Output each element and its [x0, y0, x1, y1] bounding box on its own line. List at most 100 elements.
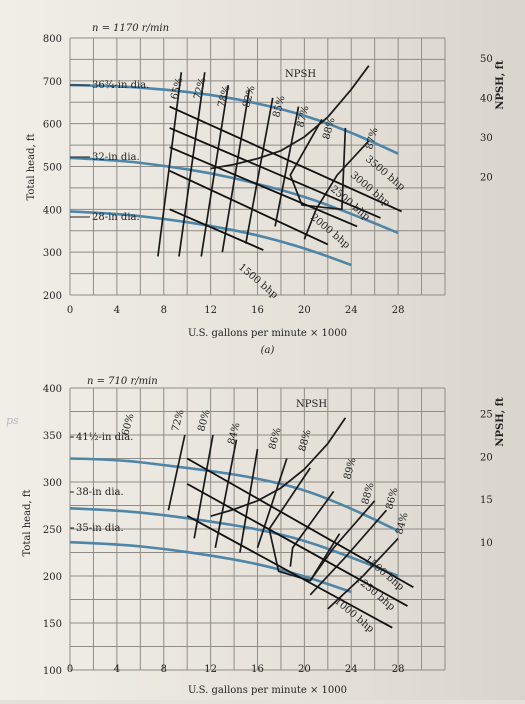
x-tick-label: 24 [345, 305, 358, 316]
efficiency-label: 89% [342, 456, 358, 480]
efficiency-curve [244, 97, 274, 244]
efficiency-label: 84% [394, 511, 410, 535]
efficiency-curve [167, 434, 186, 511]
x-tick-label: 12 [204, 305, 217, 316]
y2-tick-label: 40 [480, 93, 493, 104]
bhp-line [186, 483, 408, 607]
y2-tick-label: 50 [480, 54, 493, 65]
efficiency-curve [289, 118, 347, 211]
y2-tick-label: 15 [480, 495, 493, 506]
grid [69, 37, 446, 296]
impeller-curve [69, 83, 399, 155]
y-tick-label: 500 [43, 163, 62, 174]
bhp-line [169, 208, 264, 251]
efficiency-label: 87% [364, 126, 380, 150]
bhp-line [169, 169, 329, 246]
y-tick-label: 100 [43, 666, 62, 677]
impeller-curve [69, 507, 399, 578]
efficiency-curve [178, 72, 206, 257]
y-tick-label: 600 [43, 120, 62, 131]
y2-tick-label: 20 [480, 172, 493, 183]
y-tick-label: 400 [43, 384, 62, 395]
efficiency-label: 72% [192, 76, 208, 100]
y-tick-label: 400 [43, 205, 62, 216]
efficiency-label: 85% [271, 94, 287, 118]
efficiency-curve [303, 140, 370, 240]
x-tick-label: 0 [67, 664, 73, 675]
efficiency-curve [157, 72, 183, 257]
x-axis-title: U.S. gallons per minute × 1000 [188, 685, 347, 696]
speed-label: n = 710 r/min [87, 376, 158, 387]
efficiency-label: 60% [120, 412, 136, 436]
impeller-label: 28-in dia. [92, 212, 140, 223]
efficiency-curve [200, 84, 230, 257]
npsh-label: NPSH [285, 69, 316, 80]
y2-axis-title: NPSH, ft [495, 60, 506, 110]
margin-handwriting: ps [6, 414, 19, 427]
impeller-label: 35-in dia. [76, 523, 124, 534]
efficiency-curve [268, 467, 341, 582]
speed-label: n = 1170 r/min [92, 23, 169, 34]
y-tick-label: 800 [43, 34, 62, 45]
x-tick-label: 0 [67, 305, 73, 316]
x-tick-label: 8 [161, 664, 167, 675]
efficiency-curve [309, 509, 388, 596]
y-tick-label: 250 [43, 525, 62, 536]
bhp-line [186, 515, 393, 629]
x-tick-label: 24 [345, 664, 358, 675]
y-tick-label: 200 [43, 572, 62, 583]
impeller-label: 36¾-in dia. [92, 80, 149, 91]
efficiency-label: 82% [241, 84, 257, 108]
chart-panel-b: 0 4 8 12 16 20 24 28 100 150 200 250 300 350 400 10 15 20… [22, 376, 506, 696]
x-tick-label: 16 [251, 664, 264, 675]
y2-axis-title: NPSH, ft [495, 397, 506, 447]
panel-sublabel: (a) [261, 345, 275, 356]
y2-tick-label: 25 [480, 410, 493, 421]
efficiency-label: 72% [170, 408, 186, 432]
y-axis-title: Total head, ft [22, 489, 33, 556]
npsh-curve [210, 65, 370, 170]
efficiency-label: 84% [226, 421, 242, 445]
npsh-label: NPSH [296, 399, 327, 410]
chart-panel-a: 0 4 8 12 16 20 24 28 200 300 400 500 600 700 800 20 30 40… [26, 23, 506, 356]
y2-tick-label: 20 [480, 452, 493, 463]
impeller-label: 38-in dia. [76, 487, 124, 498]
efficiency-curve [289, 490, 335, 567]
y-tick-label: 700 [43, 77, 62, 88]
bhp-line [186, 457, 414, 589]
x-tick-label: 28 [392, 305, 405, 316]
bhp-line [169, 105, 403, 213]
y-axis-title: Total head, ft [26, 133, 37, 200]
efficiency-curve [221, 89, 251, 253]
y-tick-label: 300 [43, 248, 62, 259]
efficiency-curve [274, 106, 300, 227]
bhp-label: 2000 bhp [308, 212, 352, 251]
bhp-line [169, 146, 358, 228]
efficiency-label: 65% [169, 76, 185, 100]
x-axis-title: U.S. gallons per minute × 1000 [188, 328, 347, 339]
efficiency-curve [214, 439, 238, 548]
y2-tick-label: 30 [480, 133, 493, 144]
efficiency-curve [309, 500, 376, 582]
bhp-line [169, 127, 381, 219]
efficiency-label: 88% [297, 428, 313, 452]
x-tick-label: 4 [114, 664, 120, 675]
efficiency-curve [239, 448, 259, 553]
x-tick-label: 8 [161, 305, 167, 316]
y-tick-label: 150 [43, 619, 62, 630]
impeller-label: 32-in dia. [92, 152, 140, 163]
x-tick-label: 20 [298, 305, 311, 316]
x-tick-label: 20 [298, 664, 311, 675]
x-tick-label: 12 [204, 664, 217, 675]
y-tick-label: 300 [43, 478, 62, 489]
efficiency-label: 78% [216, 84, 232, 108]
x-tick-label: 4 [114, 305, 120, 316]
x-tick-label: 28 [392, 664, 405, 675]
y2-tick-label: 10 [480, 538, 493, 549]
y-tick-label: 200 [43, 291, 62, 302]
impeller-label: 41½-in dia. [76, 432, 133, 443]
y-tick-label: 350 [43, 431, 62, 442]
impeller-curve [69, 210, 352, 267]
